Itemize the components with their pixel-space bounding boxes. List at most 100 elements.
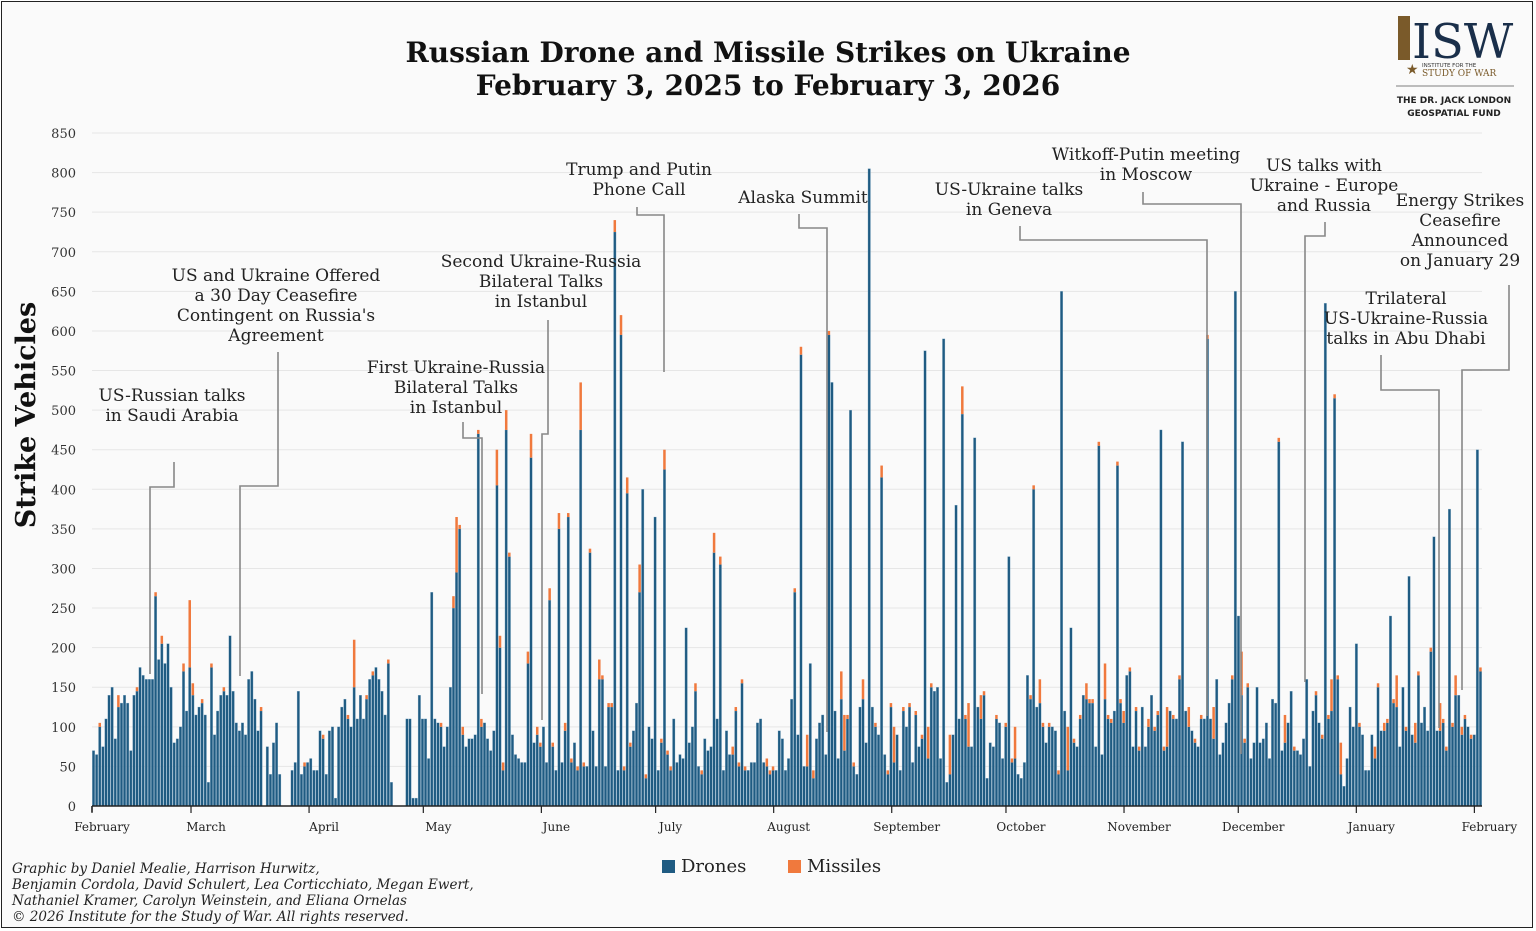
drone-bar [1022, 762, 1026, 807]
drone-bar [1227, 702, 1231, 807]
drone-bar [1398, 746, 1402, 807]
missile-bar [1327, 714, 1330, 719]
y-tick-label: 850 [51, 127, 76, 142]
drone-bar [290, 770, 294, 807]
drone-bar [182, 671, 185, 807]
annotation-label: Alaska Summit [738, 188, 868, 208]
missile-bar [861, 679, 865, 700]
missile-bar [1460, 726, 1464, 735]
drone-bar [647, 726, 651, 807]
missile-bar [117, 695, 120, 708]
missile-bar [644, 774, 648, 779]
drone-bar [1373, 758, 1377, 807]
drone-bar [371, 675, 375, 807]
drone-bar [774, 770, 778, 807]
missile-bar [535, 726, 539, 735]
drone-bar [1063, 710, 1067, 807]
drone-bar [1395, 706, 1399, 807]
drone-bar [610, 706, 614, 807]
drone-bar [1261, 738, 1265, 807]
drone-bar [542, 726, 545, 807]
missile-bar [98, 722, 102, 727]
drone-bar [852, 766, 856, 807]
drone-bar [1184, 710, 1188, 807]
drone-bar [1053, 730, 1057, 807]
drone-bar [1165, 746, 1169, 807]
drone-bar [194, 714, 198, 807]
drone-bar [725, 730, 728, 807]
drone-bar [433, 718, 437, 807]
drone-bar [1215, 679, 1219, 807]
missile-bar [1085, 683, 1088, 700]
drone-bar [1081, 695, 1085, 807]
drone-bar [495, 485, 499, 807]
drone-bar [321, 738, 325, 807]
drone-bar [452, 607, 455, 807]
drone-bar [625, 493, 629, 807]
drone-bar [1147, 726, 1150, 807]
drone-bar [1444, 750, 1448, 807]
drone-bar [753, 762, 756, 807]
drone-bar [917, 746, 921, 807]
drone-bar [312, 770, 316, 807]
y-tick-label: 350 [51, 523, 76, 538]
drone-bar [936, 687, 939, 807]
drone-bar [1404, 730, 1408, 807]
drone-bar [622, 770, 626, 807]
drone-bar [1106, 718, 1110, 807]
annotation-leader-line [541, 320, 549, 720]
drone-bar [1392, 702, 1395, 807]
drone-bar [1032, 489, 1036, 807]
drone-bar [1128, 671, 1132, 807]
drone-bar [563, 730, 567, 807]
drone-bar [1432, 536, 1436, 807]
drone-bar [839, 698, 843, 807]
missile-bar [1373, 746, 1377, 759]
drone-bar [765, 766, 769, 807]
drone-bar [1416, 675, 1420, 807]
annotation-line: US-Ukraine-Russia [1323, 309, 1489, 329]
missile-bar [840, 671, 843, 700]
drone-bar [731, 754, 735, 807]
logo-fund-text-2: GEOSPATIAL FUND [1407, 109, 1501, 119]
missile-bar [1199, 714, 1203, 719]
missile-bar [920, 734, 924, 739]
drone-bar [1237, 615, 1240, 807]
drone-bar [1479, 671, 1482, 807]
drone-bar [538, 746, 542, 807]
missile-bar [480, 718, 483, 727]
annotation-label: US-Russian talks in Saudi Arabia [99, 386, 246, 426]
missile-bar [1091, 699, 1094, 704]
drone-bar [793, 592, 797, 807]
drone-bar [951, 734, 955, 807]
y-tick-label: 600 [51, 325, 76, 340]
x-tick-label: March [186, 820, 226, 834]
drone-bar [976, 706, 980, 807]
missile-bar [1293, 746, 1296, 751]
drone-bar [1342, 786, 1346, 807]
drone-bar [110, 687, 114, 807]
drone-bar [225, 695, 229, 807]
drone-bar [479, 726, 483, 807]
drone-bar [632, 730, 635, 807]
drone-bar [1299, 754, 1302, 807]
drone-bar [849, 409, 853, 807]
drone-bar [213, 734, 216, 807]
drone-bar [368, 679, 372, 807]
missile-bar [1156, 710, 1160, 715]
drone-bar [197, 706, 201, 807]
drone-bar [1016, 774, 1020, 807]
missile-bar [1336, 675, 1339, 680]
y-tick-label: 50 [59, 760, 76, 775]
drone-bar [861, 698, 865, 807]
drone-bar [1457, 695, 1461, 807]
drone-bar [914, 714, 918, 807]
missile-bar [1128, 667, 1132, 672]
annotation-label: Witkoff-Putin meeting in Moscow [1052, 145, 1241, 185]
drone-bar [998, 722, 1001, 807]
missile-bar [902, 707, 905, 711]
drone-bar [892, 762, 896, 807]
drone-bar [241, 722, 244, 807]
drone-bar [855, 774, 859, 807]
annotation-line: Trilateral [1365, 289, 1447, 309]
